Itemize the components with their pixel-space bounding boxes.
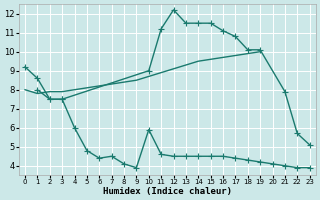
- X-axis label: Humidex (Indice chaleur): Humidex (Indice chaleur): [103, 187, 232, 196]
